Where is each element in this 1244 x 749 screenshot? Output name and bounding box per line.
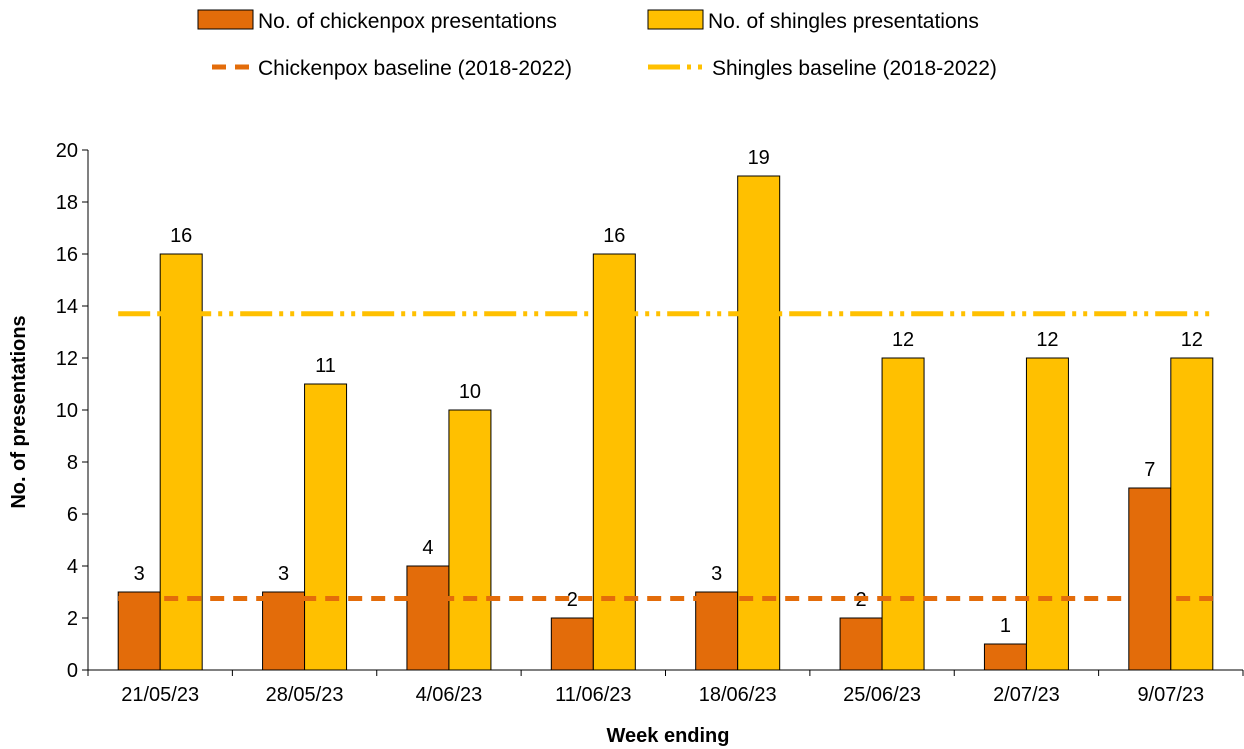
data-label-chickenpox: 3 bbox=[278, 563, 289, 585]
data-label-chickenpox: 4 bbox=[422, 537, 433, 559]
bar-chickenpox bbox=[839, 617, 883, 671]
x-tick-label: 4/06/23 bbox=[416, 684, 483, 706]
data-label-chickenpox: 2 bbox=[567, 589, 578, 611]
bar-shingles bbox=[448, 409, 492, 671]
y-tick-label: 8 bbox=[67, 452, 78, 474]
legend-label-chickenpox-baseline: Chickenpox baseline (2018-2022) bbox=[258, 57, 572, 80]
x-tick-label: 21/05/23 bbox=[121, 684, 199, 706]
bar-chickenpox bbox=[262, 591, 306, 671]
data-label-shingles: 12 bbox=[1181, 329, 1203, 351]
y-tick-label: 6 bbox=[67, 504, 78, 526]
y-tick-label: 2 bbox=[67, 608, 78, 630]
legend-swatch-shingles bbox=[647, 9, 704, 30]
legend-item-shingles: No. of shingles presentations bbox=[647, 9, 979, 33]
bar-chickenpox bbox=[406, 565, 450, 671]
legend-label-shingles-baseline: Shingles baseline (2018-2022) bbox=[712, 57, 997, 80]
x-tick-label: 11/06/23 bbox=[555, 684, 631, 706]
bar-shingles bbox=[881, 357, 925, 671]
bar-shingles bbox=[304, 383, 348, 671]
data-label-shingles: 16 bbox=[603, 225, 625, 247]
y-tick-label: 10 bbox=[56, 400, 78, 422]
y-tick-label: 4 bbox=[67, 556, 78, 578]
data-label-chickenpox: 1 bbox=[1000, 615, 1011, 637]
bar-chickenpox bbox=[1128, 487, 1172, 671]
y-axis-title: No. of presentations bbox=[8, 315, 30, 508]
legend: No. of chickenpox presentations No. of s… bbox=[197, 9, 997, 80]
data-label-shingles: 10 bbox=[459, 381, 481, 403]
bar-shingles bbox=[1025, 357, 1069, 671]
bar-chickenpox bbox=[983, 643, 1027, 671]
y-tick-label: 14 bbox=[56, 296, 78, 318]
bar-chickenpox bbox=[550, 617, 594, 671]
y-tick-label: 0 bbox=[67, 660, 78, 682]
bar-shingles bbox=[592, 253, 636, 671]
data-label-shingles: 12 bbox=[1036, 329, 1058, 351]
legend-item-shingles-baseline: Shingles baseline (2018-2022) bbox=[648, 57, 997, 80]
bar-shingles bbox=[159, 253, 203, 671]
legend-swatch-chickenpox bbox=[197, 9, 254, 30]
legend-item-chickenpox-baseline: Chickenpox baseline (2018-2022) bbox=[212, 57, 572, 80]
bar-shingles bbox=[1170, 357, 1214, 671]
data-label-shingles: 19 bbox=[748, 147, 770, 169]
x-tick-label: 28/05/23 bbox=[266, 684, 344, 706]
bar-chickenpox bbox=[695, 591, 739, 671]
x-tick-label: 9/07/23 bbox=[1137, 684, 1204, 706]
y-tick-label: 16 bbox=[56, 244, 78, 266]
x-axis-title: Week ending bbox=[607, 725, 730, 747]
legend-label-chickenpox: No. of chickenpox presentations bbox=[258, 10, 557, 33]
data-label-chickenpox: 7 bbox=[1144, 459, 1155, 481]
y-tick-label: 20 bbox=[56, 140, 78, 162]
data-label-chickenpox: 3 bbox=[134, 563, 145, 585]
x-tick-label: 18/06/23 bbox=[699, 684, 777, 706]
x-tick-label: 2/07/23 bbox=[993, 684, 1060, 706]
x-tick-label: 25/06/23 bbox=[843, 684, 921, 706]
y-tick-label: 18 bbox=[56, 192, 78, 214]
data-label-shingles: 12 bbox=[892, 329, 914, 351]
bar-chickenpox bbox=[117, 591, 161, 671]
data-label-chickenpox: 3 bbox=[711, 563, 722, 585]
plot-area: 0246810121416182031621/05/2331128/05/234… bbox=[56, 140, 1244, 706]
legend-label-shingles: No. of shingles presentations bbox=[708, 10, 979, 33]
data-label-shingles: 11 bbox=[315, 355, 336, 377]
legend-item-chickenpox: No. of chickenpox presentations bbox=[197, 9, 557, 33]
y-tick-label: 12 bbox=[56, 348, 78, 370]
bar-shingles bbox=[737, 175, 781, 671]
data-label-shingles: 16 bbox=[170, 225, 192, 247]
